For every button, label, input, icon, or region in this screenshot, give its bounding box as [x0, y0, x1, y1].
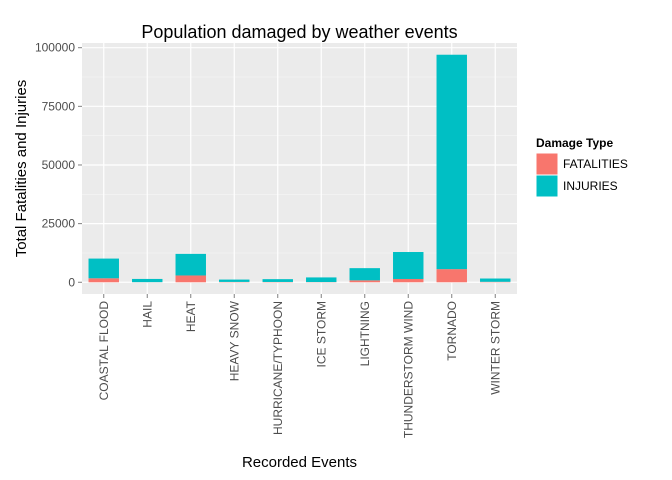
y-axis-ticks: 0 25000 50000 75000 100000	[35, 41, 82, 289]
x-tick-label: TORNADO	[445, 301, 459, 361]
bar-fatalities	[349, 280, 380, 283]
legend: Damage Type FATALITIES INJURIES	[535, 136, 628, 198]
bar-injuries	[306, 277, 337, 283]
y-tick-label: 100000	[35, 41, 75, 55]
y-tick-label: 50000	[42, 158, 76, 172]
x-tick-label: HAIL	[140, 301, 154, 328]
y-tick-label: 75000	[42, 99, 76, 113]
bar-fatalities	[393, 278, 424, 283]
x-tick-label: WINTER STORM	[488, 301, 502, 395]
bar-injuries	[393, 252, 424, 279]
bar-injuries	[349, 268, 380, 281]
x-tick-label: HEAT	[184, 300, 198, 332]
bar-injuries	[262, 279, 293, 282]
legend-label: FATALITIES	[563, 157, 628, 171]
legend-title: Damage Type	[536, 136, 613, 150]
x-tick-label: THUNDERSTORM WIND	[401, 301, 415, 438]
legend-key-injuries	[535, 174, 559, 198]
y-axis-title: Total Fatalities and Injuries	[13, 80, 30, 258]
y-tick-label: 25000	[42, 217, 76, 231]
gridlines	[82, 43, 517, 294]
x-axis-ticks: COASTAL FLOOD HAIL HEAT HEAVY SNOW HURRICANE…	[97, 294, 502, 438]
x-axis-title: Recorded Events	[242, 454, 357, 471]
x-tick-label: HEAVY SNOW	[227, 300, 241, 381]
bars	[88, 54, 511, 283]
x-tick-label: ICE STORM	[314, 301, 328, 367]
legend-label: INJURIES	[563, 179, 618, 193]
legend-key-fatalities	[535, 152, 559, 176]
chart-title: Population damaged by weather events	[141, 22, 457, 42]
bar-injuries	[436, 54, 467, 270]
bar-fatalities	[88, 278, 119, 283]
y-tick-label: 0	[68, 275, 75, 289]
bar-injuries	[175, 253, 206, 276]
bar-fatalities	[436, 269, 467, 283]
bar-injuries	[132, 278, 163, 283]
bar-injuries	[88, 258, 119, 279]
x-tick-label: HURRICANE/TYPHOON	[271, 301, 285, 435]
bar-fatalities	[175, 275, 206, 283]
bar-injuries	[219, 279, 250, 282]
x-tick-label: COASTAL FLOOD	[97, 301, 111, 401]
x-tick-label: LIGHTNING	[358, 301, 372, 366]
bar-injuries	[480, 278, 511, 282]
